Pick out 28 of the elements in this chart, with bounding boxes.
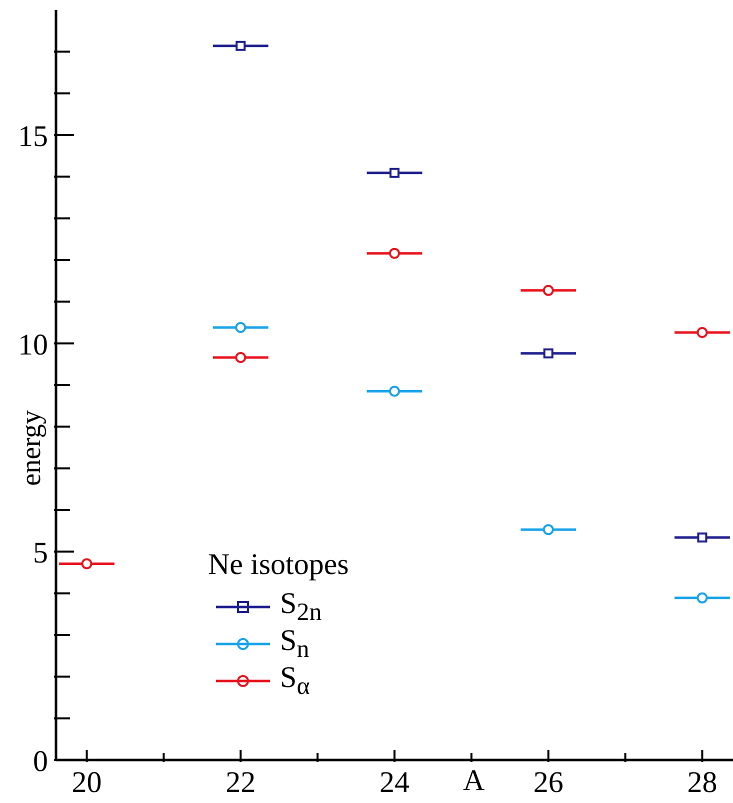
legend-label: S$_{α}$ (280, 660, 310, 700)
point (81, 558, 92, 570)
point (390, 168, 400, 178)
x-axis-title: A (463, 764, 485, 798)
point (542, 524, 554, 536)
y-tick-label: 15 (18, 120, 48, 153)
legend-label: S$_{n}$ (280, 624, 310, 662)
x-tick-label: 24 (380, 766, 410, 799)
y-tick-label: 0 (33, 745, 48, 778)
point (697, 532, 708, 542)
point (235, 352, 246, 364)
y-axis-title: energy (16, 410, 47, 486)
point (388, 386, 400, 397)
point (543, 348, 554, 358)
point (388, 248, 400, 259)
point (696, 326, 708, 338)
y-tick-label: 5 (33, 536, 48, 570)
legend-title: Ne isotopes (208, 548, 350, 582)
x-tick-label: 26 (533, 766, 564, 799)
point (236, 40, 246, 51)
point (542, 284, 554, 296)
point (696, 592, 708, 604)
x-tick-label: 22 (226, 766, 256, 799)
legend-label: S$_{2n}$ (280, 586, 322, 626)
point (235, 322, 246, 334)
x-tick-label: 28 (687, 766, 718, 799)
x-tick-label: 20 (72, 766, 102, 799)
y-tick-label: 10 (18, 328, 48, 362)
